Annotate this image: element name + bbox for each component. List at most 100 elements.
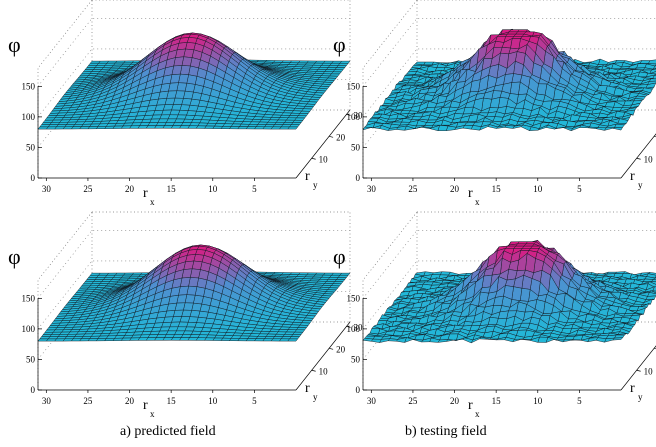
chart-2-x-tick-label: 20 — [125, 396, 135, 406]
chart-3-y-axis-label: r — [630, 381, 635, 396]
chart-2-surface-cell — [86, 277, 98, 280]
chart-2-surface-cell — [49, 322, 61, 326]
chart-0-surface-cell — [89, 60, 101, 64]
chart-0-y-tick-mark — [329, 135, 334, 138]
chart-0-z-tick-label: 100 — [22, 112, 36, 122]
chart-1-y-axis-label: r — [630, 169, 635, 184]
chart-0-z-tick-label: 0 — [31, 173, 36, 183]
chart-3-x-tick-label: 25 — [408, 396, 418, 406]
chart-1-x-tick-label: 10 — [533, 184, 543, 194]
chart-0-surface-cell — [37, 126, 49, 130]
chart-0-y-tick-label: 10 — [319, 154, 329, 164]
chart-3-x-tick-label: 20 — [450, 396, 460, 406]
chart-2-y-tick-mark — [329, 347, 334, 350]
chart-2-y-axis-label: r — [305, 381, 310, 396]
chart-3-z-tick-label: 100 — [347, 324, 361, 334]
chart-2-y-tick-mark — [311, 369, 316, 372]
chart-2-surface-cell — [46, 327, 58, 331]
chart-2-surface-cell — [48, 325, 59, 329]
chart-0-x-axis-label-sub: x — [150, 197, 155, 207]
chart-3-y-tick-label: 10 — [644, 366, 654, 376]
chart-1-x-tick-label: 30 — [367, 184, 377, 194]
chart-2-x-axis-label: r — [143, 398, 148, 413]
chart-0-surface-cell — [44, 117, 56, 121]
chart-1-x-tick-label: 25 — [408, 184, 418, 194]
chart-1-z-tick-label: 50 — [351, 142, 361, 152]
chart-2-surface-cell — [88, 274, 100, 278]
chart-2-surface-cell — [44, 329, 56, 333]
chart-3-x-axis-label-sub: x — [475, 409, 480, 419]
chart-1-wall-grid — [362, 18, 656, 87]
chart-0-y-tick-label: 30 — [354, 110, 364, 120]
chart-3-box-line — [362, 211, 418, 281]
chart-0-y-axis-line — [295, 109, 351, 179]
chart-3-x-axis-label: r — [468, 398, 473, 413]
chart-1-z-tick-label: 0 — [356, 173, 361, 183]
chart-1-wall-grid — [362, 48, 656, 118]
chart-3-y-axis-label-sub: y — [638, 392, 643, 402]
chart-2-surface-cell — [81, 283, 93, 287]
caption-predicted-field: a) predicted field — [120, 424, 216, 439]
chart-3-z-tick-label: 0 — [356, 385, 361, 395]
chart-3-x-tick-label: 5 — [577, 396, 582, 406]
chart-0-x-tick-label: 25 — [83, 184, 93, 194]
chart-3-y-tick-mark — [636, 369, 641, 372]
chart-1-surface-cell — [371, 113, 383, 118]
chart-0-y-tick-label: 20 — [336, 132, 346, 142]
chart-2-z-axis-label: φ — [8, 244, 21, 269]
chart-1-x-axis-label: r — [468, 186, 473, 201]
chart-0-y-axis-label: r — [305, 169, 310, 184]
chart-0-surface-cell — [88, 62, 100, 66]
chart-0-y-tick-mark — [346, 114, 351, 116]
chart-3-z-tick-label: 150 — [347, 293, 361, 303]
chart-0-surface-cell — [84, 67, 96, 70]
chart-2-y-axis-line — [295, 321, 351, 391]
chart-1-x-tick-label: 20 — [450, 184, 460, 194]
chart-1-x-axis-label-sub: x — [475, 197, 480, 207]
chart-2-x-tick-label: 30 — [42, 396, 52, 406]
chart-3-x-tick-label: 15 — [492, 396, 502, 406]
chart-0-z-tick-label: 150 — [22, 81, 36, 91]
chart-2-x-tick-label: 25 — [83, 396, 93, 406]
chart-1-z-tick-label: 150 — [347, 81, 361, 91]
chart-2-x-tick-label: 15 — [167, 396, 177, 406]
chart-2-z-tick-label: 100 — [22, 324, 36, 334]
chart-1-box-line — [362, 0, 418, 69]
chart-0-z-tick-label: 50 — [26, 142, 36, 152]
chart-1-z-axis-label: φ — [333, 32, 346, 57]
chart-1-z-tick-label: 100 — [347, 112, 361, 122]
chart-2-surface-cell — [37, 338, 49, 342]
chart-2-z-tick-label: 0 — [31, 385, 36, 395]
chart-3-x-tick-label: 30 — [367, 396, 377, 406]
chart-0-surface-cell — [46, 115, 58, 119]
chart-0-surface-cell — [42, 119, 54, 123]
chart-2-x-axis-label-sub: x — [150, 409, 155, 419]
chart-0-surface-cell — [86, 65, 98, 68]
chart-2-z-tick-label: 50 — [26, 354, 36, 364]
chart-0-x-tick-label: 20 — [125, 184, 135, 194]
chart-1-x-tick-label: 15 — [492, 184, 502, 194]
chart-2-box-line — [37, 211, 93, 281]
chart-0-x-tick-label: 30 — [42, 184, 52, 194]
chart-2-surface-cell — [89, 272, 101, 276]
chart-2-z-tick-label: 150 — [22, 293, 36, 303]
chart-3-z-tick-label: 50 — [351, 354, 361, 364]
chart-3-z-axis-label: φ — [333, 244, 346, 269]
chart-0-y-tick-mark — [311, 157, 316, 160]
chart-0-wall-grid — [37, 48, 350, 118]
chart-1-surface-cell — [362, 126, 374, 131]
chart-3-surface-cell — [412, 339, 424, 343]
chart-2-surface-cell — [84, 279, 96, 283]
chart-2-surface-cell — [39, 336, 51, 340]
chart-0-y-axis-label-sub: y — [313, 180, 318, 190]
chart-2-surface-cell — [41, 334, 52, 337]
chart-1-y-tick-mark — [636, 157, 641, 160]
chart-0-z-axis-label: φ — [8, 32, 21, 57]
chart-2-x-tick-label: 5 — [252, 396, 257, 406]
chart-0-x-tick-label: 10 — [208, 184, 218, 194]
chart-0-surface-cell — [41, 122, 52, 125]
